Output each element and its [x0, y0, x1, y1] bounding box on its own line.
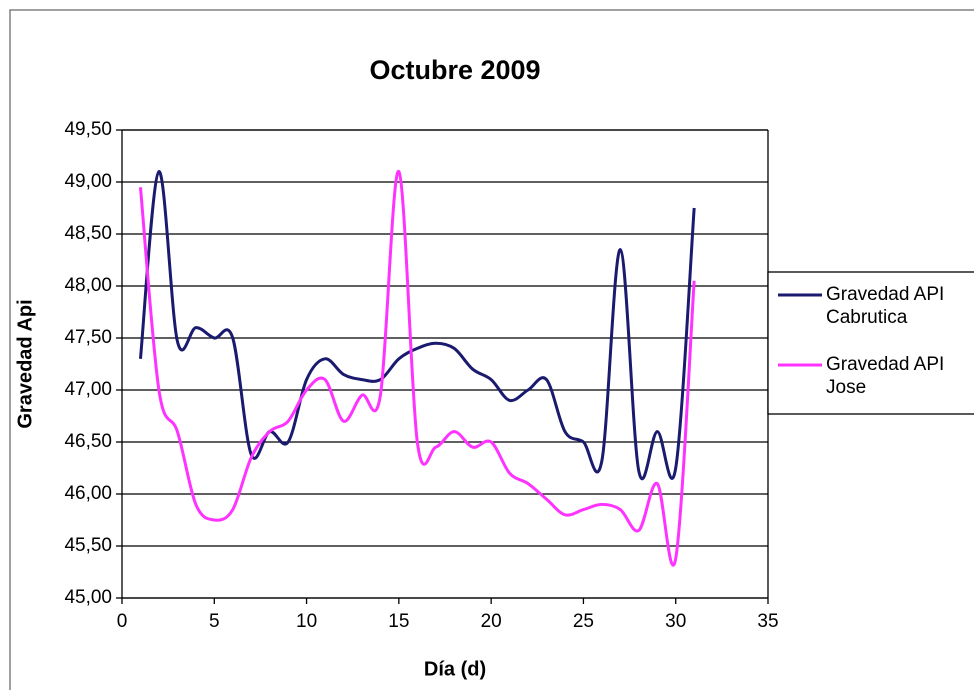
x-tick-label: 15: [388, 611, 409, 632]
y-tick-label: 48,50: [64, 223, 112, 244]
y-tick-label: 45,00: [64, 587, 112, 608]
x-tick-label: 20: [481, 611, 502, 632]
y-tick-label: 46,00: [64, 483, 112, 504]
y-tick-label: 49,50: [64, 119, 112, 140]
y-tick-label: 45,50: [64, 535, 112, 556]
y-tick-label: 47,00: [64, 379, 112, 400]
x-axis-label: Día (d): [424, 658, 486, 680]
y-tick-label: 48,00: [64, 275, 112, 296]
x-tick-label: 35: [757, 611, 778, 632]
chart-title: Octubre 2009: [369, 55, 540, 85]
y-tick-label: 49,00: [64, 171, 112, 192]
x-tick-label: 10: [296, 611, 317, 632]
x-tick-label: 0: [117, 611, 128, 632]
x-tick-label: 25: [573, 611, 594, 632]
series-line: [138, 170, 696, 567]
y-tick-label: 46,50: [64, 431, 112, 452]
y-axis-label: Gravedad Api: [14, 299, 36, 428]
legend-label: Gravedad API Jose: [826, 354, 945, 398]
x-tick-label: 5: [209, 611, 220, 632]
series-line: [138, 170, 696, 481]
legend-label: Gravedad API Cabrutica: [826, 284, 945, 328]
y-tick-label: 47,50: [64, 327, 112, 348]
x-tick-label: 30: [665, 611, 686, 632]
